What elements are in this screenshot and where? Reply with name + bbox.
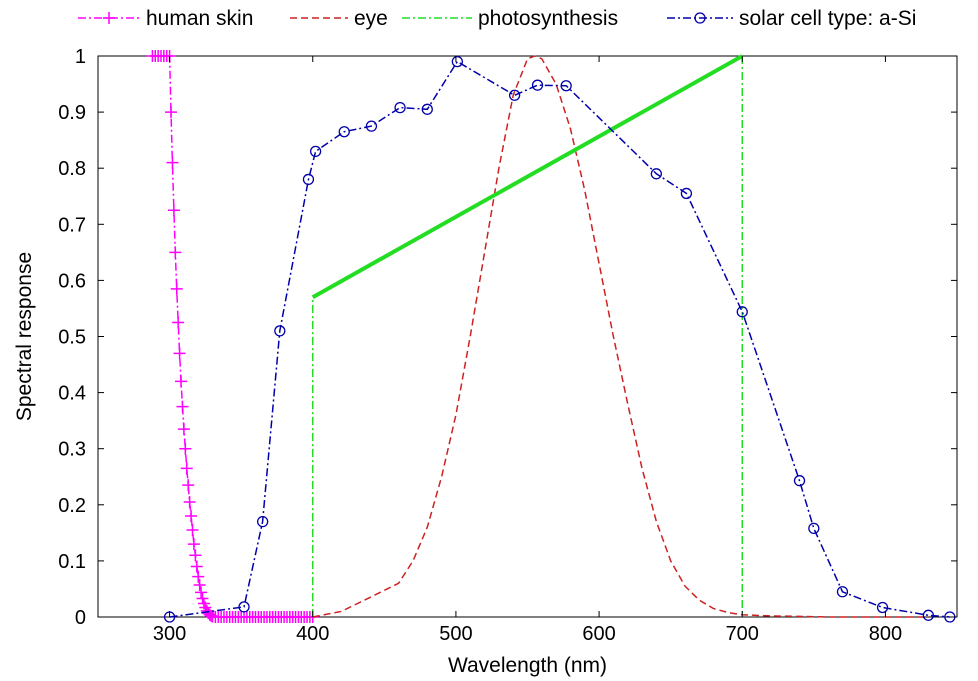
data-point	[192, 570, 205, 583]
series-layer	[146, 50, 956, 623]
series-solar-cell-type	[163, 55, 956, 623]
x-tick-label: 500	[439, 623, 472, 645]
x-tick-label: 800	[869, 623, 902, 645]
data-point	[172, 316, 185, 329]
data-point	[167, 204, 180, 217]
data-point	[189, 549, 202, 562]
data-point	[238, 601, 250, 613]
data-point	[183, 495, 196, 508]
y-axis-title: Spectral response	[13, 252, 36, 421]
data-point	[185, 510, 198, 523]
data-point	[190, 560, 203, 573]
data-point	[836, 586, 849, 598]
data-point	[302, 173, 315, 186]
data-point	[182, 479, 195, 492]
y-tick-label: 0.8	[58, 158, 86, 180]
data-point	[338, 126, 350, 138]
y-tick-label: 0	[75, 607, 86, 629]
data-point	[187, 538, 200, 551]
data-point	[736, 306, 748, 318]
data-point	[394, 101, 406, 114]
y-tick-label: 0.4	[58, 383, 86, 405]
data-point	[177, 423, 190, 436]
y-tick-label: 0.3	[58, 439, 86, 461]
series-line	[169, 60, 950, 618]
data-point	[186, 524, 199, 537]
data-point	[173, 347, 186, 360]
legend-marker	[694, 12, 706, 24]
data-point	[176, 400, 189, 413]
data-point	[169, 246, 182, 259]
plot-area	[97, 55, 958, 618]
legend-label: solar cell type: a-Si	[739, 7, 916, 30]
data-point	[365, 120, 378, 132]
data-point	[180, 462, 193, 475]
data-point	[508, 89, 521, 101]
data-point	[808, 522, 820, 535]
data-point	[560, 80, 572, 92]
series-line-photosynthesis	[311, 54, 744, 299]
series-eye	[312, 55, 929, 618]
x-tick-label: 600	[582, 623, 615, 645]
legend-label: photosynthesis	[478, 7, 618, 30]
legend-entry: human skin	[78, 7, 253, 30]
data-point	[193, 579, 206, 592]
legend-entry: solar cell type: a-Si	[667, 7, 916, 30]
y-tick-label: 0.6	[58, 270, 86, 292]
data-point	[876, 601, 889, 614]
data-point	[680, 187, 693, 200]
data-point	[309, 145, 322, 158]
data-point	[650, 168, 662, 180]
data-point	[165, 106, 178, 119]
y-tick-label: 0.1	[58, 551, 86, 573]
data-point	[256, 515, 269, 528]
data-point	[175, 375, 188, 388]
axes-layer: 300 400 500 600 700 800 0 0.1 0.2 0.3 0.4 0.5 0.6 0.7…	[58, 46, 957, 645]
data-point	[922, 609, 935, 621]
legend-entry: eye	[290, 7, 388, 30]
x-tick-label: 700	[726, 623, 759, 645]
data-point	[196, 592, 209, 605]
data-point	[179, 442, 192, 455]
legend-marker	[103, 12, 115, 24]
data-point	[793, 475, 806, 487]
legend: human skin eye photosynthesis solar cell ty…	[78, 7, 916, 30]
data-point	[203, 608, 216, 621]
legend-entry: photosynthesis	[402, 7, 618, 30]
y-tick-label: 1	[75, 46, 86, 68]
legend-label: eye	[354, 7, 388, 30]
x-axis-title: Wavelength (nm)	[448, 654, 607, 677]
y-tick-label: 0.9	[58, 102, 86, 124]
y-tick-label: 0.2	[58, 495, 86, 517]
y-tick-label: 0.7	[58, 214, 86, 236]
data-point	[421, 103, 433, 115]
data-point	[166, 156, 179, 169]
y-tick-label: 0.5	[58, 327, 86, 349]
series-human-skin	[146, 50, 319, 623]
data-point	[274, 325, 286, 337]
x-tick-label: 300	[153, 623, 186, 645]
data-point	[170, 282, 183, 295]
data-point	[195, 586, 208, 599]
data-point	[531, 79, 544, 91]
x-tick-label: 400	[296, 623, 329, 645]
data-point	[451, 55, 463, 68]
series-line	[312, 55, 929, 618]
legend-label: human skin	[146, 7, 253, 30]
series-photosynthesis	[311, 54, 744, 617]
